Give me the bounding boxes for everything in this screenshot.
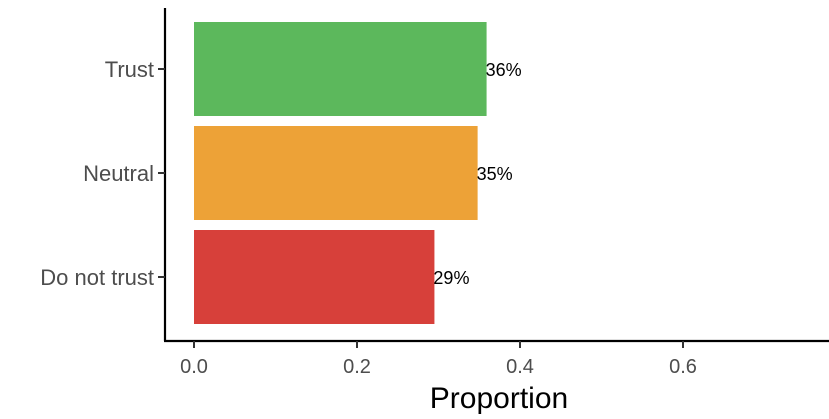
y-tick-label-neutral: Neutral [83,161,154,186]
x-tick-label: 0.6 [669,356,697,378]
bars-layer [194,22,487,324]
data-label-do-not-trust: 29% [433,268,469,288]
bar-trust [194,22,487,116]
data-label-trust: 36% [486,60,522,80]
y-tick-label-trust: Trust [105,57,154,82]
x-tick-label: 0.2 [343,356,371,378]
data-labels-layer: 29% 35% 36% [433,60,521,288]
x-tick-label: 0.4 [506,356,534,378]
bar-neutral [194,126,478,220]
x-ticks-layer: 0.0 0.2 0.4 0.6 [180,341,697,378]
y-tick-label-do-not-trust: Do not trust [40,265,154,290]
y-ticks-layer: Do not trust Neutral Trust [40,57,165,290]
bar-do-not-trust [194,230,435,324]
data-label-neutral: 35% [477,164,513,184]
x-tick-label: 0.0 [180,356,208,378]
x-axis-title: Proportion [430,382,568,415]
